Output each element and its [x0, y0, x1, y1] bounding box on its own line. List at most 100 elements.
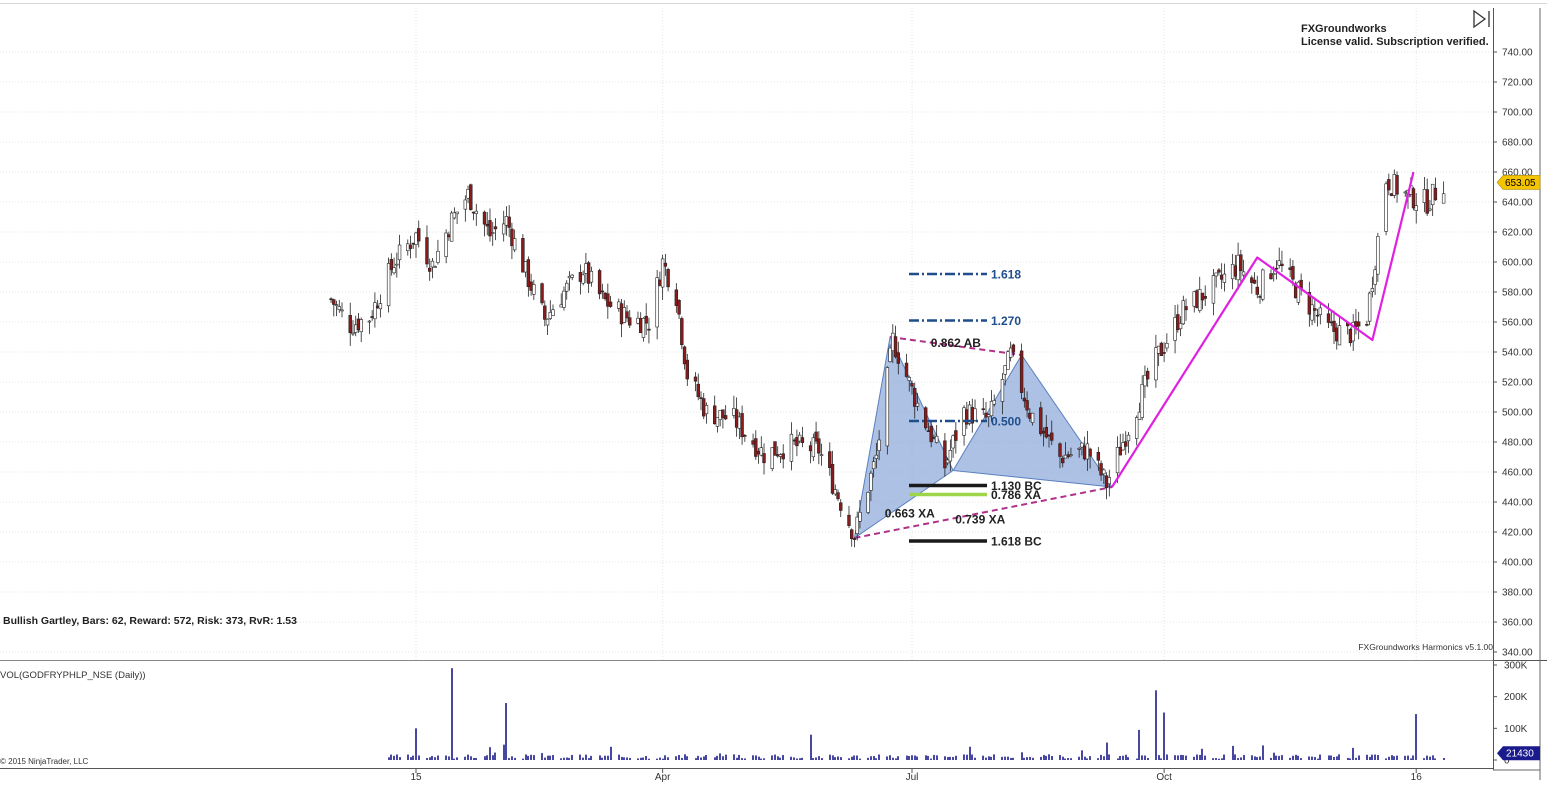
candle-body — [395, 263, 399, 266]
candle-body — [696, 383, 700, 398]
candle-body — [1222, 273, 1227, 283]
level-label: 0.786 XA — [991, 488, 1041, 502]
candle-body — [1156, 345, 1161, 354]
candle-body — [359, 319, 363, 333]
candle-body — [850, 529, 854, 540]
candle-body — [474, 210, 478, 214]
candle-body — [759, 447, 763, 456]
candle-body — [1367, 292, 1372, 322]
candle-body — [1411, 188, 1416, 209]
candle-body — [581, 274, 585, 284]
price-tick-label: 440.00 — [1502, 498, 1533, 509]
candle-body — [356, 318, 361, 330]
candle-body — [1085, 443, 1090, 460]
candle-body — [888, 347, 892, 362]
candle-body — [1370, 288, 1375, 293]
candle-body — [1121, 442, 1125, 451]
candle-body — [915, 402, 920, 407]
candle-body — [597, 270, 602, 295]
candle-body — [896, 352, 900, 364]
candle-body — [702, 398, 706, 417]
time-axis-ticks: 15AprJulOct16AprJul — [410, 768, 1422, 783]
last-volume-tag: 21430 — [1497, 746, 1540, 761]
candle-body — [660, 258, 665, 288]
candle-body — [1428, 208, 1432, 211]
candle-body — [578, 272, 583, 282]
candle-body — [493, 226, 498, 230]
play-pause-icon[interactable] — [1473, 9, 1490, 29]
candle-body — [501, 223, 506, 235]
candle-body — [370, 316, 374, 318]
candle-body — [411, 242, 415, 245]
candle-body — [1069, 454, 1073, 456]
candle-body — [855, 516, 859, 534]
price-tick-label: 380.00 — [1502, 588, 1533, 599]
level-label: 1.618 BC — [991, 535, 1042, 549]
candle-body — [386, 263, 391, 307]
price-tick-label: 540.00 — [1502, 348, 1533, 359]
candle-body — [1252, 279, 1257, 284]
candle-body — [808, 445, 813, 452]
candle-body — [1099, 463, 1103, 476]
candle-body — [389, 259, 394, 270]
license-label: License valid. Subscription verified. — [1301, 36, 1489, 48]
candle-body — [1000, 379, 1005, 402]
candle-body — [811, 437, 816, 458]
candle-body — [658, 279, 662, 286]
candle-body — [954, 430, 958, 441]
candle-body — [562, 290, 566, 308]
candle-body — [469, 184, 473, 211]
ratio-label-d: 0.739 XA — [955, 513, 1005, 527]
candle-body — [1389, 193, 1394, 196]
candle-body — [987, 414, 991, 417]
candle-body — [1430, 183, 1435, 206]
candle-body — [943, 440, 947, 469]
candle-body — [491, 232, 495, 234]
candle-body — [1261, 269, 1265, 300]
candle-body — [1041, 430, 1046, 434]
candle-body — [910, 383, 914, 387]
candle-body — [874, 454, 879, 459]
candle-body — [682, 346, 687, 365]
candle-body — [718, 410, 722, 420]
candle-body — [734, 409, 739, 428]
candle-body — [1047, 434, 1051, 437]
time-tick-label: Jul — [906, 772, 919, 783]
candle-body — [663, 262, 668, 267]
candle-body — [847, 514, 851, 526]
candle-body — [762, 453, 766, 464]
candle-body — [866, 491, 870, 513]
candle-body — [463, 199, 468, 210]
candle-body — [1335, 327, 1339, 342]
candle-body — [397, 244, 402, 261]
candle-body — [1422, 189, 1427, 204]
price-tick-label: 360.00 — [1502, 618, 1533, 629]
price-tick-label: 500.00 — [1502, 408, 1533, 419]
candle-body — [1219, 274, 1224, 280]
candle-body — [800, 437, 805, 443]
grid-lines — [0, 8, 1493, 660]
candle-body — [926, 430, 931, 432]
candle-body — [907, 377, 911, 381]
candle-body — [428, 267, 432, 272]
candle-body — [1104, 475, 1109, 488]
candle-body — [858, 512, 862, 522]
candle-body — [913, 388, 917, 407]
candle-body — [1159, 342, 1164, 356]
candle-body — [570, 274, 574, 278]
candle-body — [1337, 325, 1342, 346]
candle-body — [444, 232, 448, 257]
candle-body — [1140, 384, 1144, 418]
candle-body — [1310, 304, 1314, 321]
price-tick-label: 660.00 — [1502, 168, 1533, 179]
candle-body — [584, 263, 588, 274]
candle-body — [1198, 289, 1202, 312]
candle-body — [737, 416, 742, 429]
candle-body — [521, 238, 525, 273]
candle-body — [1236, 254, 1240, 281]
price-tick-label: 600.00 — [1502, 258, 1533, 269]
projection-lines — [1111, 171, 1415, 488]
candle-body — [1162, 352, 1166, 354]
ratio-label-ab: 0.862 AB — [931, 336, 982, 350]
candle-body — [1008, 347, 1013, 358]
